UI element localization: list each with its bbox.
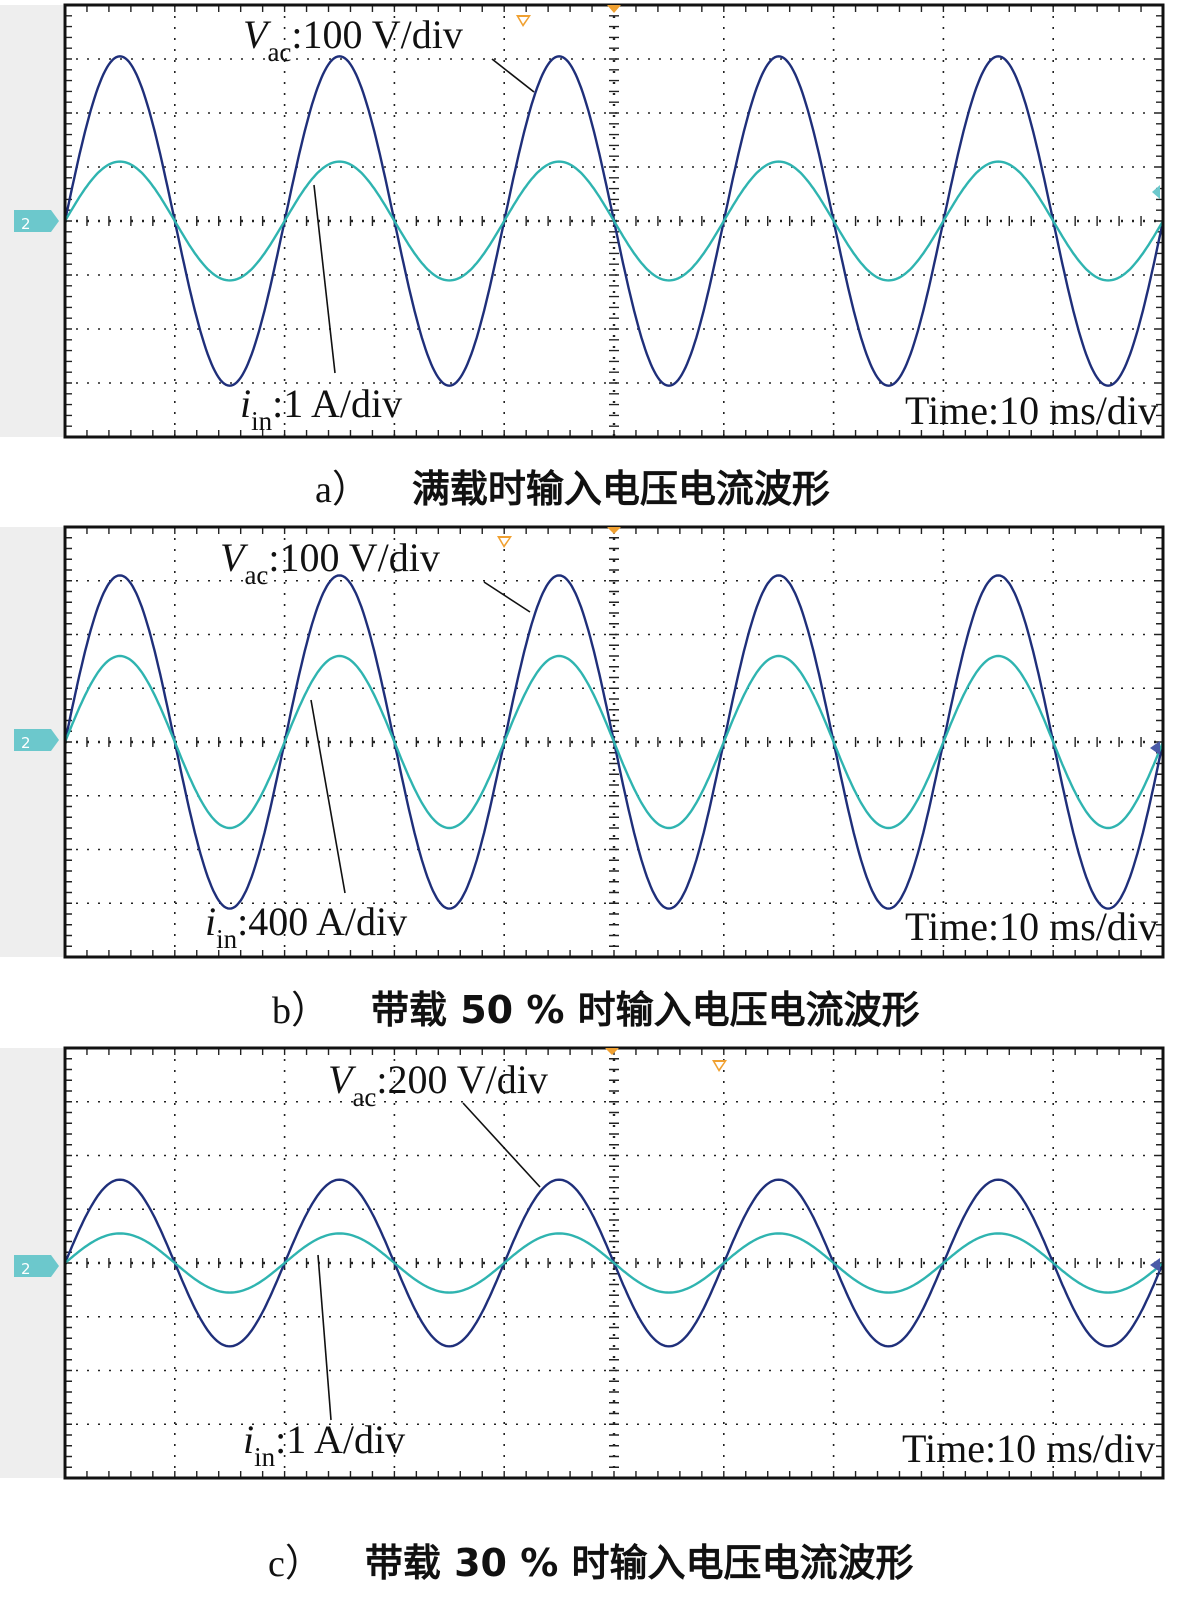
- trigger-level-icon: [516, 15, 531, 27]
- svg-text:2: 2: [21, 734, 31, 752]
- offset-arrow-icon: [1152, 185, 1160, 199]
- iin-label: iin:1 A/div: [240, 381, 402, 436]
- svg-text:2: 2: [21, 215, 31, 233]
- trigger-position-icon: [607, 5, 621, 13]
- trigger-level-icon: [497, 536, 512, 548]
- trigger-position-icon: [607, 527, 621, 534]
- panel-c: 2 Vac:200 V/div iin:1 A/div Time:10 ms/d…: [0, 1046, 1165, 1585]
- panel-b: 2 Vac:100 V/div iin:400 A/div Time:10 ms…: [0, 525, 1165, 1032]
- grid: [65, 5, 1163, 437]
- iin-label: iin:1 A/div: [243, 1417, 405, 1472]
- grid: [65, 1048, 1163, 1478]
- trigger-level-icon: [712, 1060, 727, 1072]
- time-scale-label: Time:10 ms/div: [902, 1426, 1155, 1471]
- channel-marker: 2: [14, 210, 59, 233]
- traces: [63, 55, 1165, 387]
- vac-leader-line: [483, 581, 531, 613]
- vac-leader-line: [491, 58, 535, 93]
- panel-caption: c） 带载 30 % 时输入电压电流波形: [268, 1541, 914, 1585]
- iin-leader-line: [310, 699, 346, 894]
- panel-caption: a） 满载时输入电压电流波形: [315, 467, 830, 511]
- offset-arrow-icon: [1150, 1258, 1160, 1272]
- channel-marker: 2: [14, 729, 59, 752]
- vac-label: Vac:100 V/div: [220, 535, 440, 590]
- offset-arrow-icon: [1150, 741, 1160, 755]
- svg-text:2: 2: [21, 1260, 31, 1278]
- panel-caption: b） 带载 50 % 时输入电压电流波形: [272, 988, 920, 1032]
- iin-trace: [63, 160, 1165, 282]
- iin-trace: [63, 654, 1165, 830]
- channel-marker: 2: [14, 1255, 59, 1278]
- traces: [63, 1178, 1165, 1348]
- vac-label: Vac:100 V/div: [243, 12, 463, 67]
- time-scale-label: Time:10 ms/div: [905, 388, 1158, 433]
- iin-trace: [64, 1232, 1164, 1294]
- iin-leader-line: [313, 184, 336, 374]
- iin-leader-line: [317, 1254, 332, 1421]
- trigger-position-icon: [605, 1048, 619, 1055]
- time-scale-label: Time:10 ms/div: [905, 904, 1158, 949]
- traces: [63, 574, 1165, 910]
- iin-label: iin:400 A/div: [205, 899, 407, 954]
- vac-leader-line: [462, 1102, 541, 1188]
- panel-a: 2 Vac:100 V/div iin:1 A/div Time:10 ms/d…: [0, 3, 1165, 511]
- vac-label: Vac:200 V/div: [328, 1057, 548, 1112]
